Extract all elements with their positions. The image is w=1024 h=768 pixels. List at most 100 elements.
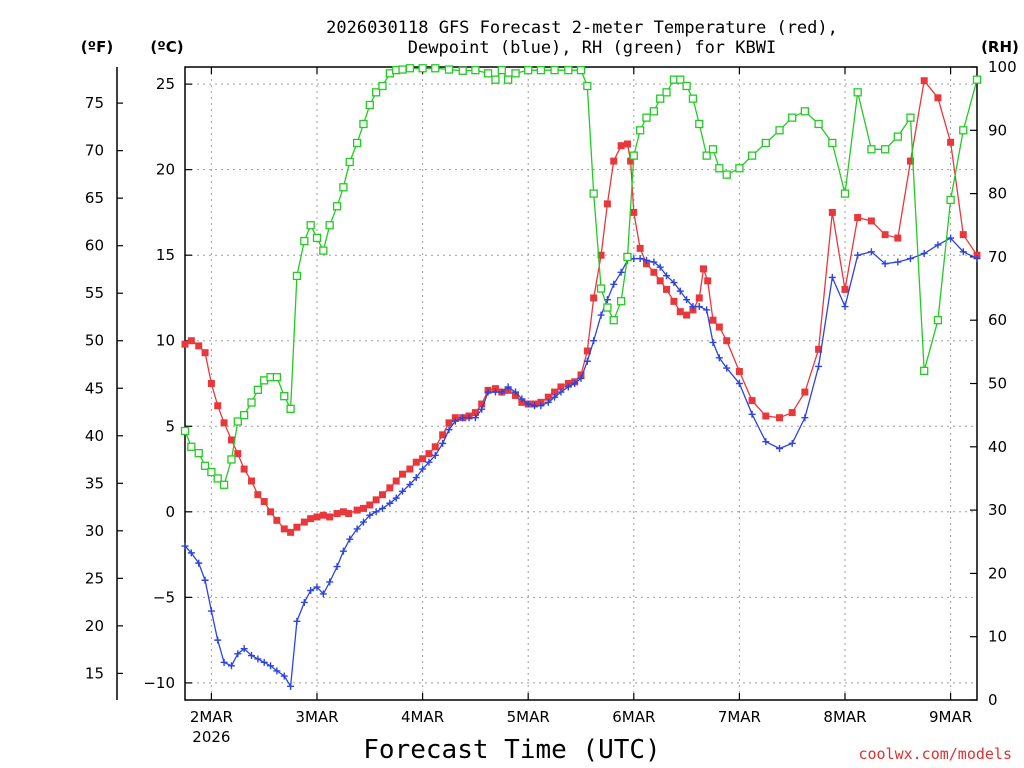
rh-tick-label: 0 xyxy=(988,691,998,709)
rh-point xyxy=(747,151,757,160)
rh-point xyxy=(536,66,546,75)
rh-point xyxy=(682,81,691,91)
dewpoint-point xyxy=(617,268,625,276)
dewpoint-point xyxy=(220,658,228,666)
rh-tick-label: 20 xyxy=(988,564,1007,582)
dewpoint-point xyxy=(273,667,281,675)
rh-point xyxy=(187,442,196,451)
rh-tick-label: 100 xyxy=(988,58,1017,76)
celsius-unit-label: (ºC) xyxy=(150,38,183,56)
dewpoint-point xyxy=(854,251,862,259)
temperature-point xyxy=(881,231,889,239)
fahrenheit-tick-label: 15 xyxy=(85,664,104,682)
temperature-point xyxy=(326,513,334,521)
temperature-point xyxy=(551,388,559,396)
dewpoint-point xyxy=(313,583,321,591)
rh-point xyxy=(920,366,929,375)
celsius-tick-label: 15 xyxy=(156,246,175,264)
rh-point xyxy=(708,145,718,154)
temperature-point xyxy=(445,419,453,427)
dewpoint-point xyxy=(248,652,256,660)
dewpoint-point xyxy=(451,417,459,425)
celsius-tick-label: 25 xyxy=(156,75,175,93)
rh-point xyxy=(576,66,586,75)
dewpoint-point xyxy=(703,306,711,314)
fahrenheit-tick-label: 30 xyxy=(85,522,104,540)
temperature-point xyxy=(313,513,321,521)
temperature-point xyxy=(590,294,598,302)
dewpoint-point xyxy=(267,662,275,670)
dewpoint-point xyxy=(557,388,565,396)
rh-tick-label: 80 xyxy=(988,185,1007,203)
rh-point xyxy=(524,66,533,75)
celsius-tick-label: −5 xyxy=(153,588,175,606)
dewpoint-point xyxy=(319,590,327,598)
temperature-point xyxy=(280,525,288,533)
rh-point xyxy=(227,455,236,464)
rh-point xyxy=(775,126,784,135)
credit-link[interactable]: coolwx.com/models xyxy=(858,745,1012,763)
dewpoint-point xyxy=(934,241,942,249)
x-tick-label: 2MAR xyxy=(190,708,233,726)
dewpoint-point xyxy=(610,280,618,288)
temperature-point xyxy=(603,200,611,208)
dewpoint-point xyxy=(748,410,756,418)
dewpoint-point xyxy=(920,249,928,257)
temperature-line xyxy=(184,79,978,534)
rh-point xyxy=(893,132,902,141)
dewpoint-point xyxy=(498,388,506,396)
x-tick-label: 6MAR xyxy=(612,708,655,726)
rh-point xyxy=(589,189,598,198)
rh-point xyxy=(814,119,823,129)
temperature-point xyxy=(815,345,823,353)
dewpoint-point xyxy=(597,311,605,319)
rh-point xyxy=(946,195,955,205)
dewpoint-point xyxy=(439,439,447,447)
x-tick-sublabel: 2026 xyxy=(192,728,230,746)
temperature-point xyxy=(670,297,678,305)
rh-point xyxy=(233,417,242,426)
rh-point xyxy=(906,113,915,122)
rh-point xyxy=(458,66,467,75)
dewpoint-point xyxy=(518,395,526,403)
x-tick-label: 7MAR xyxy=(718,708,761,726)
fahrenheit-tick-label: 55 xyxy=(85,284,104,302)
rh-point xyxy=(635,126,645,135)
dewpoint-point xyxy=(815,362,823,370)
rh-tick-label: 90 xyxy=(988,121,1007,139)
temperature-series xyxy=(181,77,981,536)
rh-point xyxy=(405,64,415,73)
grid xyxy=(185,67,977,700)
rh-point xyxy=(339,183,348,192)
rh-point xyxy=(828,138,837,148)
rh-point xyxy=(180,426,190,436)
fahrenheit-tick-label: 20 xyxy=(85,617,104,635)
rh-point xyxy=(365,100,374,110)
rh-point xyxy=(378,81,387,91)
temperature-point xyxy=(386,484,394,492)
celsius-tick-label: −10 xyxy=(143,674,175,692)
rh-point xyxy=(359,119,368,129)
rh-point xyxy=(332,202,342,211)
rh-point xyxy=(272,373,282,382)
rh-point xyxy=(239,410,249,420)
rh-tick-label: 10 xyxy=(988,628,1007,646)
dewpoint-point xyxy=(537,402,545,410)
rh-point xyxy=(788,113,797,122)
temperature-point xyxy=(267,508,275,516)
dewpoint-point xyxy=(801,414,809,422)
dewpoint-point xyxy=(551,393,559,401)
rh-point xyxy=(253,385,263,394)
temperature-point xyxy=(439,431,447,439)
rh-point xyxy=(219,480,229,489)
temperature-point xyxy=(723,337,731,345)
temperature-point xyxy=(735,368,743,376)
rh-series xyxy=(180,64,982,489)
rh-point xyxy=(609,316,618,325)
temperature-point xyxy=(234,450,242,458)
dewpoint-point xyxy=(841,303,849,311)
temperature-point xyxy=(867,217,875,225)
dewpoint-line xyxy=(184,237,978,689)
temperature-point xyxy=(478,400,486,408)
